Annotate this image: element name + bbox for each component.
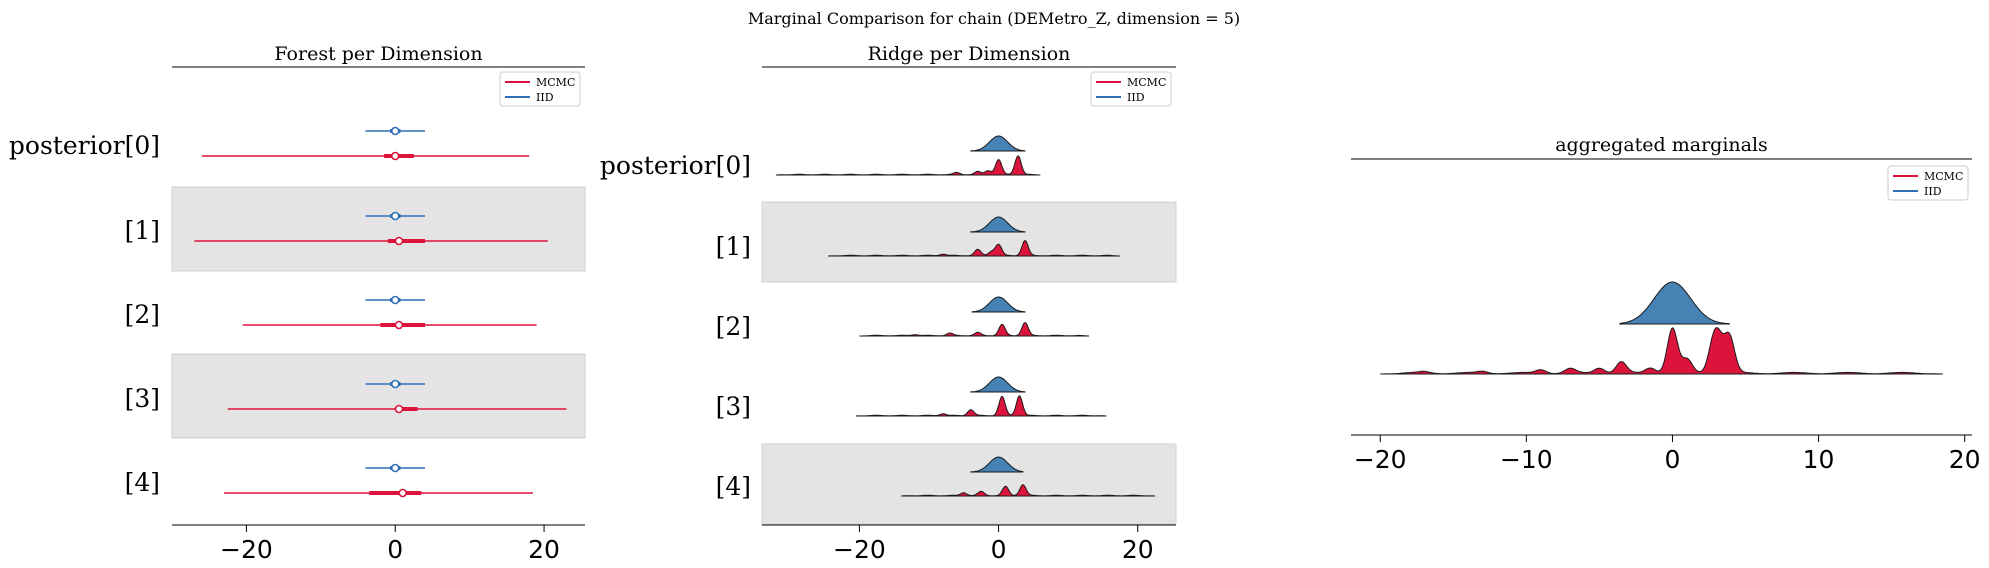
aggregated-panel: aggregated marginals MCMC IID −20 −10 0 10 20 — [1351, 134, 1981, 474]
forest-panel: Forest per Dimension posterior[0] [1] [2] [3… — [9, 43, 586, 564]
mcmc-ridge — [855, 395, 1107, 417]
x-tick-label: 0 — [387, 535, 403, 564]
row-label: [4] — [716, 472, 751, 501]
mcmc-ridge — [1380, 326, 1943, 375]
legend-label-iid: IID — [536, 91, 554, 104]
x-tick-label: 20 — [528, 535, 560, 564]
iid-ridge — [970, 376, 1026, 393]
x-tick-label: 20 — [1122, 535, 1154, 564]
mcmc-median-point — [394, 404, 404, 414]
legend-label-iid: IID — [1127, 91, 1145, 104]
iid-ridge — [970, 456, 1024, 473]
mcmc-ridge — [859, 322, 1089, 337]
iid-ridge — [971, 296, 1026, 313]
x-tick-label: −20 — [220, 535, 273, 564]
x-tick-label: 0 — [991, 535, 1007, 564]
row-band — [171, 353, 586, 439]
iid-median-point — [390, 463, 400, 473]
legend-label-mcmc: MCMC — [536, 76, 575, 89]
mcmc-ridge — [828, 240, 1121, 257]
ridge-panel: Ridge per Dimension posterior[0] [1] [2] [3]… — [600, 43, 1177, 564]
row-label: [1] — [716, 232, 751, 261]
row-label: [2] — [716, 312, 751, 341]
x-tick-label: −20 — [833, 535, 886, 564]
x-tick-label: 20 — [1949, 445, 1981, 474]
x-tick-label: −10 — [1500, 445, 1553, 474]
x-tick-label: −20 — [1354, 445, 1407, 474]
legend-label-mcmc: MCMC — [1924, 170, 1963, 183]
row-label: [3] — [716, 392, 751, 421]
iid-median-point — [390, 126, 400, 136]
figure-suptitle: Marginal Comparison for chain (DEMetro_Z… — [748, 9, 1240, 28]
panel-title: Ridge per Dimension — [868, 43, 1071, 65]
mcmc-median-point — [394, 320, 404, 330]
row-label: [2] — [125, 300, 160, 329]
mcmc-median-point — [398, 488, 407, 498]
panel-title: aggregated marginals — [1555, 134, 1768, 156]
mcmc-ridge — [775, 155, 1041, 176]
legend-label-iid: IID — [1924, 185, 1942, 198]
panel-title: Forest per Dimension — [274, 43, 482, 65]
row-label: posterior[0] — [600, 151, 751, 180]
row-band — [761, 443, 1177, 525]
row-band — [171, 186, 586, 272]
iid-ridge — [970, 135, 1026, 152]
row-label: [4] — [125, 468, 160, 497]
row-band — [761, 201, 1177, 283]
row-label: [3] — [125, 384, 160, 413]
iid-median-point — [390, 379, 400, 389]
legend-label-mcmc: MCMC — [1127, 76, 1166, 89]
mcmc-median-point — [394, 236, 404, 246]
row-label: posterior[0] — [9, 131, 160, 160]
x-tick-label: 10 — [1803, 445, 1835, 474]
iid-ridge — [970, 216, 1026, 233]
x-tick-label: 0 — [1665, 445, 1681, 474]
iid-ridge — [1619, 281, 1730, 325]
mcmc-median-point — [390, 151, 400, 161]
iid-median-point — [390, 295, 400, 305]
iid-median-point — [390, 211, 400, 221]
mcmc-ridge — [901, 484, 1156, 497]
row-label: [1] — [125, 216, 160, 245]
